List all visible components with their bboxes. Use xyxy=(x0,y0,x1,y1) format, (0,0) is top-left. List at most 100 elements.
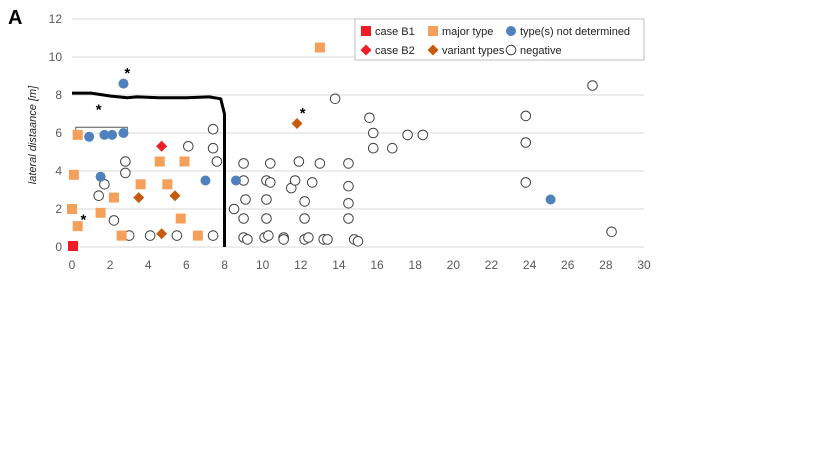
y-axis-label: lateral distaance [m] xyxy=(27,85,39,184)
y-tick-label: 8 xyxy=(55,88,62,102)
point-negative xyxy=(238,213,249,224)
point-negative xyxy=(303,232,314,243)
y-tick-label: 2 xyxy=(55,202,62,216)
point-type-s-not-determined xyxy=(95,171,106,182)
x-tick-label: 10 xyxy=(256,258,270,272)
legend-marker-case-b2 xyxy=(360,44,372,56)
point-type-s-not-determined xyxy=(99,129,110,140)
point-negative xyxy=(144,230,156,241)
point-negative xyxy=(228,203,240,215)
point-type-s-not-determined xyxy=(118,78,129,89)
point-major-type xyxy=(135,179,146,190)
point-major-type xyxy=(72,221,83,232)
legend-box xyxy=(354,18,645,61)
x-tick-label: 6 xyxy=(183,258,190,272)
annotation-star: * xyxy=(81,212,87,229)
annotation-star: * xyxy=(124,65,130,82)
point-negative xyxy=(293,156,305,167)
point-negative xyxy=(343,158,354,169)
legend-marker-variant-types xyxy=(427,44,439,56)
point-negative xyxy=(306,177,318,188)
legend-label-variant-types: variant types xyxy=(442,45,505,57)
point-type-s-not-determined xyxy=(84,131,95,142)
annotation-star: * xyxy=(96,101,102,118)
legend-label-type-s-not-determined: type(s) not determined xyxy=(520,26,630,38)
x-axis-ticks: 0 2 4 6 8 10 12 14 16 18 20 22 24 26 28 30 xyxy=(69,258,651,272)
legend-marker-type-s-not-determined xyxy=(506,26,516,36)
point-negative xyxy=(261,213,272,224)
point-negative xyxy=(242,234,253,245)
y-tick-label: 6 xyxy=(55,126,62,140)
point-negative xyxy=(314,158,326,169)
point-negative xyxy=(352,236,364,247)
point-major-type xyxy=(175,213,186,224)
legend-label-major-type: major type xyxy=(442,26,493,38)
y-tick-label: 0 xyxy=(55,240,62,254)
point-negative xyxy=(278,234,289,245)
legend-label-case-b2: case B2 xyxy=(375,45,415,57)
x-tick-label: 12 xyxy=(294,258,308,272)
point-major-type xyxy=(116,230,127,241)
x-tick-label: 28 xyxy=(599,258,613,272)
point-negative xyxy=(520,110,532,122)
boundary-path xyxy=(72,91,226,247)
point-type-s-not-determined xyxy=(118,128,129,138)
y-tick-label: 10 xyxy=(49,50,63,64)
x-tick-label: 24 xyxy=(523,258,537,272)
x-tick-label: 22 xyxy=(485,258,499,272)
point-negative xyxy=(402,129,413,141)
point-variant-types xyxy=(169,190,181,202)
panel-label: A xyxy=(8,7,22,29)
x-tick-label: 2 xyxy=(107,258,114,272)
point-negative xyxy=(587,80,598,91)
x-tick-label: 26 xyxy=(561,258,575,272)
point-major-type xyxy=(179,156,190,167)
legend-marker-negative xyxy=(505,44,517,56)
point-negative xyxy=(120,167,131,179)
legend-marker-case-b1 xyxy=(361,26,371,36)
point-negative xyxy=(367,142,379,154)
y-tick-label: 4 xyxy=(55,164,62,178)
point-negative xyxy=(343,180,354,192)
annotation-star: * xyxy=(300,105,306,122)
point-type-s-not-determined xyxy=(545,194,556,205)
point-negative xyxy=(211,156,223,167)
point-negative xyxy=(238,158,249,169)
point-negative xyxy=(364,112,375,124)
point-negative xyxy=(299,213,310,224)
legend-label-negative: negative xyxy=(520,45,562,57)
point-negative xyxy=(343,213,354,224)
y-axis-ticks: 0 2 4 6 8 10 12 xyxy=(49,12,63,254)
point-negative xyxy=(108,215,120,226)
point-case-b1 xyxy=(68,241,78,251)
point-negative xyxy=(207,142,219,154)
point-major-type xyxy=(95,207,106,218)
point-major-type xyxy=(314,42,325,53)
point-negative xyxy=(261,194,272,205)
point-negative xyxy=(264,158,276,169)
point-negative xyxy=(417,129,429,141)
x-tick-label: 20 xyxy=(447,258,461,272)
point-negative xyxy=(367,127,379,139)
y-tick-label: 12 xyxy=(49,12,63,26)
point-major-type xyxy=(192,230,203,241)
point-type-s-not-determined xyxy=(230,175,241,186)
point-major-type xyxy=(72,129,83,140)
point-negative xyxy=(329,93,341,105)
point-negative xyxy=(387,142,398,154)
point-negative xyxy=(299,196,310,207)
point-major-type xyxy=(67,204,77,214)
point-negative xyxy=(240,194,251,205)
point-negative xyxy=(520,137,532,148)
point-negative xyxy=(322,234,333,245)
point-negative xyxy=(606,226,617,238)
legend-marker-major-type xyxy=(428,26,438,36)
point-negative xyxy=(120,156,131,167)
point-negative xyxy=(171,230,183,241)
point-variant-types xyxy=(133,192,145,204)
point-variant-types xyxy=(291,118,303,129)
point-negative xyxy=(263,230,274,241)
x-tick-label: 18 xyxy=(409,258,423,272)
point-type-s-not-determined xyxy=(107,129,118,140)
